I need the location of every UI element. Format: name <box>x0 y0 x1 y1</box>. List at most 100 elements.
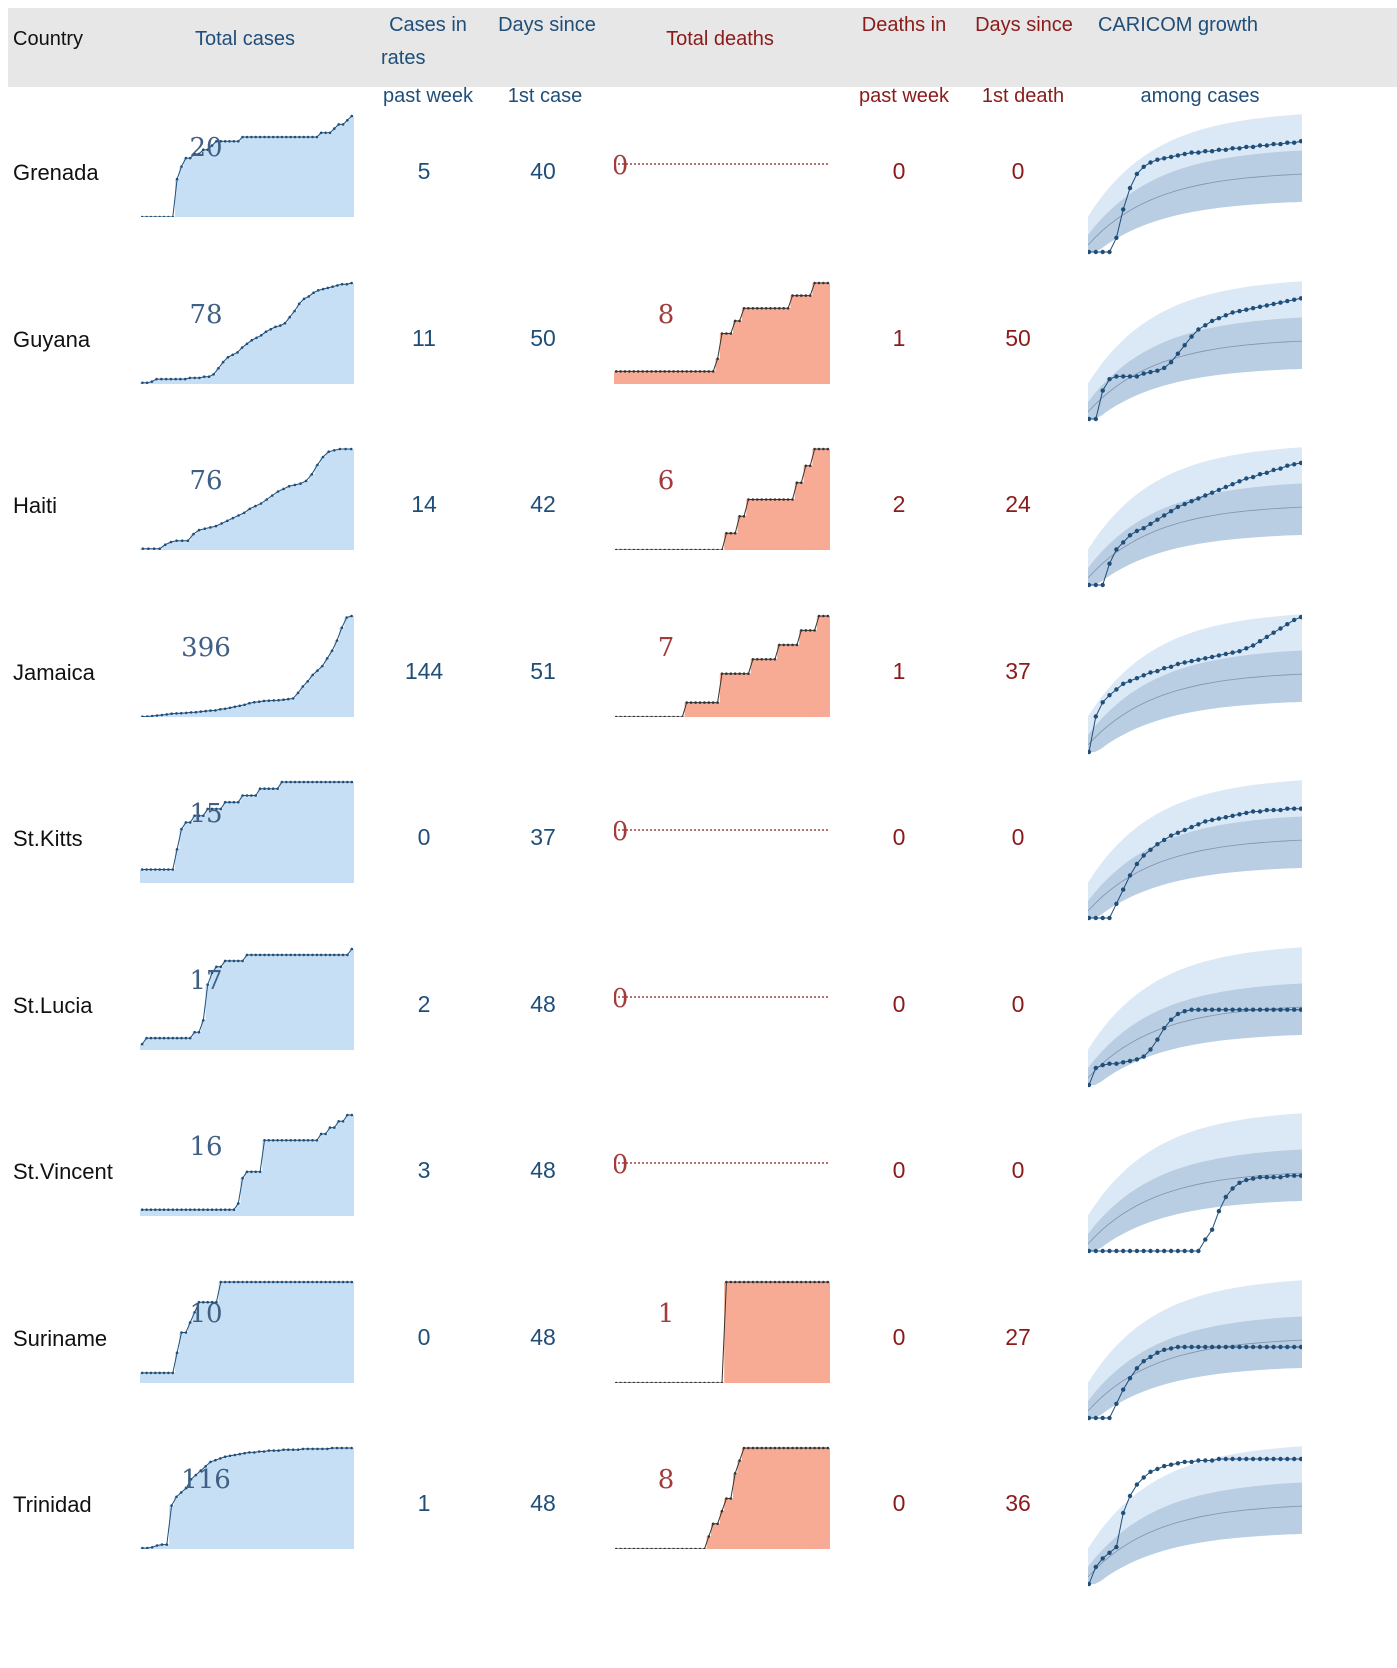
growth-point <box>1216 1007 1222 1012</box>
bar <box>164 1544 170 1549</box>
growth-point <box>1148 1469 1153 1474</box>
data-point <box>169 377 173 380</box>
growth-point <box>1088 1415 1092 1420</box>
data-point <box>298 1280 301 1283</box>
data-point <box>209 708 212 712</box>
growth-point <box>1292 140 1297 145</box>
bar <box>157 869 163 883</box>
bar <box>174 1209 180 1216</box>
data-point <box>306 135 310 139</box>
data-point <box>188 1320 192 1324</box>
bar <box>279 954 285 1050</box>
data-point <box>141 381 144 384</box>
data-point <box>316 668 319 672</box>
growth-point <box>1168 833 1174 838</box>
bar <box>224 520 231 550</box>
growth-point <box>1203 149 1208 154</box>
data-point <box>250 338 254 341</box>
growth-point <box>1237 146 1242 151</box>
bar <box>271 1450 277 1549</box>
growth-point <box>1230 1186 1235 1191</box>
bar <box>724 533 730 550</box>
data-point <box>315 953 319 956</box>
growth-point <box>1209 654 1215 659</box>
data-point <box>676 369 680 373</box>
bar <box>821 1448 826 1549</box>
data-point <box>232 959 236 962</box>
growth-point <box>1257 143 1263 148</box>
data-point <box>162 1371 166 1374</box>
data-point <box>654 715 658 717</box>
bar <box>728 673 734 717</box>
data-point <box>210 971 214 974</box>
data-point <box>210 807 214 811</box>
data-point <box>254 794 257 797</box>
cases-total-label: 20 <box>189 133 222 163</box>
data-point <box>150 714 154 717</box>
days-since-first-death: 37 <box>1005 657 1031 684</box>
data-point <box>786 306 790 310</box>
bar <box>170 869 176 883</box>
growth-point <box>1244 1177 1249 1183</box>
bar <box>268 328 274 384</box>
data-point <box>760 657 763 661</box>
bar <box>214 141 220 217</box>
data-point <box>193 814 196 817</box>
data-point <box>202 374 206 378</box>
bar <box>292 484 299 550</box>
bar <box>728 1498 734 1549</box>
growth-point <box>1278 807 1283 813</box>
bar <box>163 378 169 384</box>
bar <box>653 370 659 384</box>
cases-total-label: 15 <box>189 799 222 829</box>
country-name: Jamaica <box>13 659 95 685</box>
growth-point <box>1271 301 1276 306</box>
data-point <box>298 780 301 784</box>
data-point <box>291 696 295 700</box>
days-since-first-death: 36 <box>1005 1490 1031 1516</box>
data-point <box>350 1280 354 1283</box>
data-point <box>685 1547 688 1549</box>
bar <box>218 141 224 217</box>
data-point <box>623 715 627 717</box>
bar <box>290 697 297 717</box>
data-point <box>193 1310 196 1314</box>
bar <box>336 1121 342 1216</box>
data-point <box>215 1300 218 1303</box>
data-point <box>223 140 227 143</box>
growth-point <box>1216 1456 1222 1462</box>
data-point <box>628 1381 631 1383</box>
bar <box>196 153 202 217</box>
bar <box>746 673 752 717</box>
bar <box>205 1209 211 1216</box>
data-point <box>769 657 772 661</box>
data-point <box>623 369 627 373</box>
bar <box>790 295 796 384</box>
data-point <box>214 1458 217 1462</box>
data-point <box>271 787 275 790</box>
growth-point <box>1155 842 1160 847</box>
growth-point <box>1134 861 1140 867</box>
data-point <box>725 1280 728 1283</box>
bar <box>622 370 628 384</box>
table-row: Jamaica 396 144 51 1 37 7 <box>0 592 1397 769</box>
bar <box>339 283 345 384</box>
bar <box>249 137 254 217</box>
bar <box>244 954 250 1050</box>
growth-point <box>1127 533 1133 538</box>
bar <box>785 1448 791 1549</box>
days-since-first-case: 40 <box>530 158 556 184</box>
bar <box>706 1536 712 1549</box>
data-point <box>756 498 759 501</box>
data-point <box>231 516 235 520</box>
growth-point <box>1121 1059 1126 1064</box>
bar <box>235 515 242 550</box>
data-point <box>149 1371 153 1374</box>
data-point <box>333 449 336 452</box>
data-point <box>337 780 340 784</box>
data-point <box>344 447 347 451</box>
data-point <box>228 706 232 709</box>
bar <box>148 1037 154 1050</box>
data-point <box>773 306 777 310</box>
country-name: St.Lucia <box>13 992 93 1018</box>
